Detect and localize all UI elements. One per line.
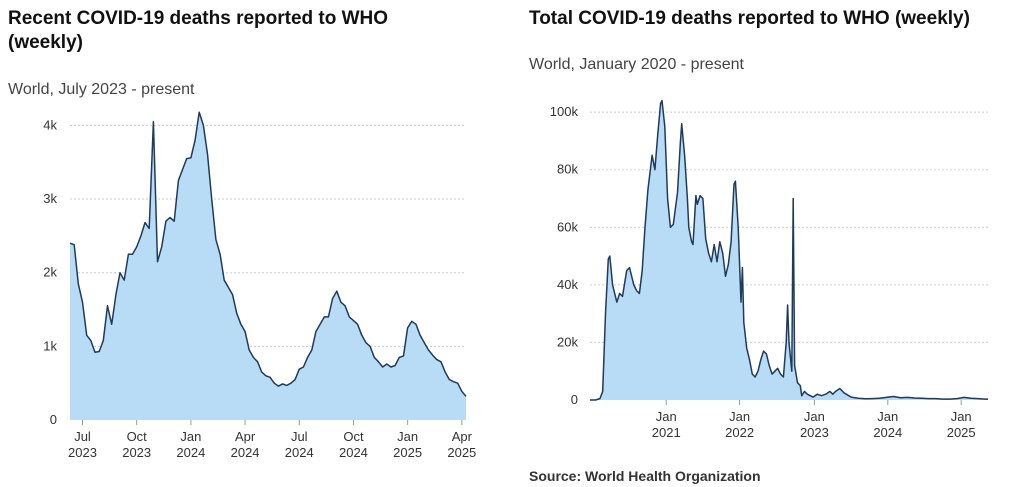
chart-title-recent: Recent COVID-19 deaths reported to WHO (… <box>8 8 389 53</box>
y-tick-label: 2k <box>43 265 57 280</box>
x-tick-label-year: 2024 <box>339 445 368 460</box>
total-deaths-chart: 020k40k60k80k100kJan2021Jan2022Jan2023Ja… <box>550 99 988 440</box>
y-tick-label: 20k <box>557 334 578 349</box>
source-note: Source: World Health Organization <box>529 468 761 484</box>
x-tick-label-year: 2024 <box>176 445 205 460</box>
series-area <box>70 112 466 420</box>
y-tick-label: 3k <box>43 191 57 206</box>
recent-deaths-chart: 01k2k3k4kJul2023Oct2023Jan2024Apr2024Jul… <box>43 111 476 460</box>
x-tick-label-year: 2022 <box>725 425 754 440</box>
x-tick-label-month: Oct <box>127 429 148 444</box>
x-tick-label-month: Jan <box>656 409 677 424</box>
series-line <box>590 99 988 401</box>
x-tick-label-year: 2023 <box>68 445 97 460</box>
chart-subtitle-recent: World, July 2023 - present <box>8 81 195 98</box>
y-tick-label: 4k <box>43 117 57 132</box>
x-tick-label-year: 2024 <box>285 445 314 460</box>
series-area <box>590 100 988 400</box>
x-tick-label-month: Jan <box>397 429 418 444</box>
y-tick-label: 0 <box>571 392 578 407</box>
chart-title-total: Total COVID-19 deaths reported to WHO (w… <box>529 8 970 29</box>
x-tick-label-year: 2021 <box>652 425 681 440</box>
y-tick-label: 40k <box>557 277 578 292</box>
x-tick-label-month: Oct <box>343 429 364 444</box>
x-tick-label-month: Apr <box>235 429 256 444</box>
y-tick-label: 0 <box>50 412 57 427</box>
y-tick-label: 60k <box>557 219 578 234</box>
y-tick-label: 100k <box>550 104 579 119</box>
x-tick-label-year: 2023 <box>122 445 151 460</box>
x-tick-label-year: 2024 <box>873 425 902 440</box>
chart-subtitle-total: World, January 2020 - present <box>529 56 744 73</box>
y-tick-label: 1k <box>43 338 57 353</box>
x-tick-label-year: 2023 <box>800 425 829 440</box>
y-tick-label: 80k <box>557 162 578 177</box>
x-tick-label-year: 2025 <box>447 445 476 460</box>
x-tick-label-year: 2025 <box>947 425 976 440</box>
x-tick-label-month: Apr <box>452 429 473 444</box>
x-tick-label-month: Jan <box>877 409 898 424</box>
x-tick-label-month: Jan <box>951 409 972 424</box>
x-tick-label-month: Jan <box>804 409 825 424</box>
x-tick-label-year: 2024 <box>231 445 260 460</box>
x-tick-label-month: Jul <box>74 429 91 444</box>
x-tick-label-month: Jan <box>729 409 750 424</box>
x-tick-label-month: Jan <box>180 429 201 444</box>
x-tick-label-year: 2025 <box>393 445 422 460</box>
series-line <box>69 111 467 397</box>
x-tick-label-month: Jul <box>291 429 308 444</box>
